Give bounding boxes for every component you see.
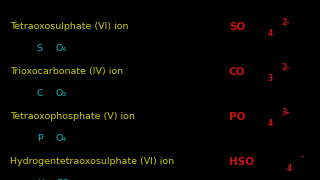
Text: O₄: O₄ — [56, 134, 67, 143]
Text: Tetraoxophosphate (V) ion: Tetraoxophosphate (V) ion — [10, 112, 134, 121]
Text: P: P — [37, 134, 43, 143]
Text: 3: 3 — [267, 74, 272, 83]
Text: H: H — [37, 179, 44, 180]
Text: SO₄: SO₄ — [56, 179, 73, 180]
Text: HSO: HSO — [229, 157, 254, 167]
Text: O₃: O₃ — [56, 89, 67, 98]
Text: PO: PO — [229, 112, 245, 122]
Text: -: - — [300, 153, 304, 162]
Text: Hydrogentetraoxosulphate (VI) ion: Hydrogentetraoxosulphate (VI) ion — [10, 157, 174, 166]
Text: C: C — [37, 89, 44, 98]
Text: Tetraoxosulphate (VI) ion: Tetraoxosulphate (VI) ion — [10, 22, 128, 31]
Text: 4: 4 — [267, 119, 272, 128]
Text: CO: CO — [229, 67, 245, 77]
Text: 2-: 2- — [281, 18, 290, 27]
Text: S: S — [37, 44, 43, 53]
Text: 2-: 2- — [281, 63, 290, 72]
Text: SO: SO — [229, 22, 245, 32]
Text: Trioxocarbonate (IV) ion: Trioxocarbonate (IV) ion — [10, 67, 123, 76]
Text: 3-: 3- — [281, 108, 290, 117]
Text: O₄: O₄ — [56, 44, 67, 53]
Text: 4: 4 — [286, 164, 292, 173]
Text: 4: 4 — [267, 29, 272, 38]
